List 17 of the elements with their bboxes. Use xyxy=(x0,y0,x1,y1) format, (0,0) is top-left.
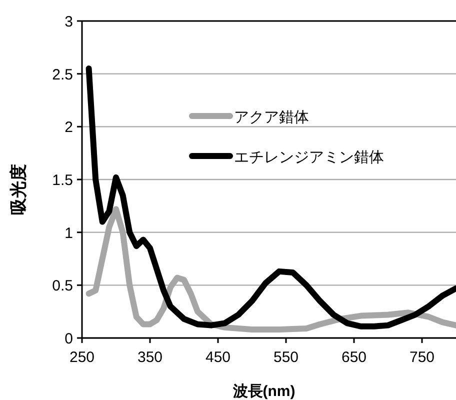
x-tick-label: 550 xyxy=(273,349,299,366)
y-tick-label: 0 xyxy=(64,330,73,348)
legend-label: アクア錯体 xyxy=(234,109,309,126)
x-axis-title: 波長(nm) xyxy=(232,383,296,400)
x-tick-label: 450 xyxy=(205,349,231,366)
x-tick-label: 350 xyxy=(137,349,163,366)
y-tick-label: 2.5 xyxy=(52,66,73,84)
y-tick-label: 2 xyxy=(64,119,73,136)
y-axis-title: 吸光度 xyxy=(9,164,28,215)
x-tick-label: 750 xyxy=(409,349,435,366)
y-tick-label: 3 xyxy=(64,14,73,30)
x-tick-label: 650 xyxy=(341,349,367,366)
legend-label: エチレンジアミン錯体 xyxy=(234,149,384,166)
y-tick-label: 1.5 xyxy=(52,172,73,189)
x-tick-label: 250 xyxy=(69,349,95,366)
y-tick-label: 1 xyxy=(64,224,73,242)
y-tick-label: 0.5 xyxy=(52,278,73,295)
